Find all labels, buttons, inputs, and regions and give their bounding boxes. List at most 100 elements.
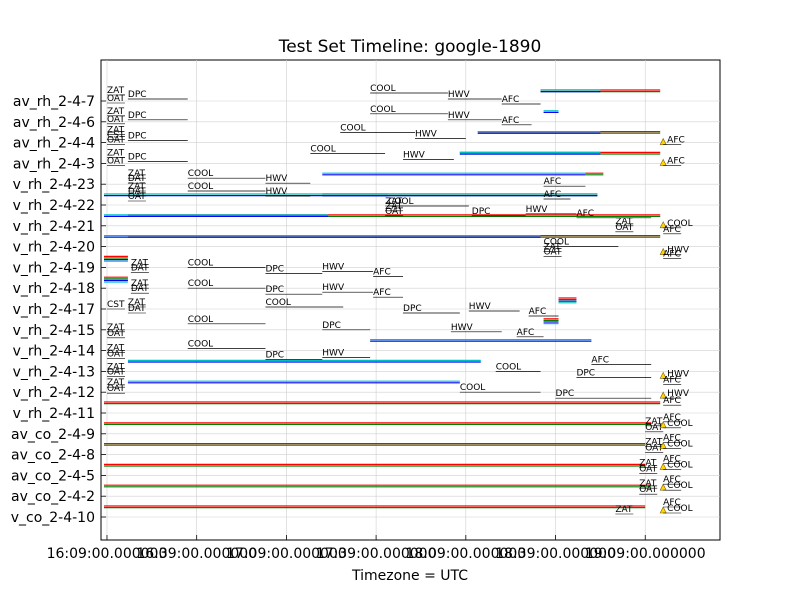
event-label: AFC xyxy=(373,288,391,298)
event-label: AFC xyxy=(663,454,681,464)
event-label: AFC xyxy=(663,413,681,423)
y-tick-label: v_co_2-4-10 xyxy=(11,510,95,526)
event-label: COOL xyxy=(667,460,692,470)
y-tick-label: v_rh_2-4-19 xyxy=(13,260,95,276)
event-label: COOL xyxy=(496,362,521,372)
event-label: OAT xyxy=(639,485,657,495)
event-label: OAT xyxy=(385,207,403,217)
y-axis-ticks: av_rh_2-4-7 av_rh_2-4-6 av_rh_2-4-4 av_rh_2… xyxy=(11,94,106,526)
event-label: DPC xyxy=(128,132,147,142)
event-label: ZAT xyxy=(639,458,657,468)
y-tick-label: v_rh_2-4-20 xyxy=(13,240,95,256)
event-label: AFC xyxy=(663,434,681,444)
event-label: AFC xyxy=(663,250,681,260)
x-tick-label: 16:39:00.000000 xyxy=(136,546,257,562)
event-label: ZAT xyxy=(107,344,125,354)
event-label: OAT xyxy=(107,94,125,104)
event-label: COOL xyxy=(188,258,213,268)
event-label: AFC xyxy=(663,475,681,485)
event-label: ZAT xyxy=(128,169,146,179)
y-tick-label: v_rh_2-4-23 xyxy=(13,177,95,193)
event-label: COOL xyxy=(667,440,692,450)
event-label: HWV xyxy=(667,369,690,379)
event-label: COOL xyxy=(188,279,213,289)
event-label: CST xyxy=(107,131,125,141)
y-tick-label: v_rh_2-4-18 xyxy=(13,281,95,297)
event-label: DPC xyxy=(265,285,284,295)
event-label: OAT xyxy=(107,329,125,339)
event-label: ZAT xyxy=(639,479,657,489)
y-tick-label: v_rh_2-4-22 xyxy=(13,198,95,214)
event-label: ZAT xyxy=(131,258,149,268)
event-label: ZAT xyxy=(107,126,125,136)
event-label: COOL xyxy=(188,182,213,192)
event-label: OAT xyxy=(615,223,633,233)
event-label: OAT xyxy=(544,248,562,258)
event-label: DPC xyxy=(576,368,595,378)
event-label: ZAT xyxy=(107,148,125,158)
event-label: DPC xyxy=(403,304,422,314)
event-label: COOL xyxy=(370,105,395,115)
event-label: OAT xyxy=(639,464,657,474)
y-tick-label: v_rh_2-4-13 xyxy=(13,364,95,380)
event-label: ZAT xyxy=(615,505,633,515)
event-label: COOL xyxy=(388,197,413,207)
y-tick-label: v_rh_2-4-15 xyxy=(13,323,95,339)
event-label: ZAT xyxy=(645,438,663,448)
event-label: OAT xyxy=(107,136,125,146)
y-tick-label: av_co_2-4-8 xyxy=(11,448,95,464)
event-label: COOL xyxy=(340,124,365,134)
y-tick-label: v_rh_2-4-14 xyxy=(13,344,95,360)
event-label: HWV xyxy=(667,389,690,399)
event-label: AFC xyxy=(517,328,535,338)
event-label: HWV xyxy=(448,90,471,100)
event-label: DAT xyxy=(128,187,146,197)
event-label: COOL xyxy=(188,315,213,325)
event-label: AFC xyxy=(544,177,562,187)
event-label: AFC xyxy=(529,307,547,317)
event-label: DPC xyxy=(472,207,491,217)
event-label: ZAT xyxy=(107,362,125,372)
event-label: AFC xyxy=(502,116,520,126)
event-label: ZAT xyxy=(544,243,562,253)
event-label: DPC xyxy=(128,90,147,100)
y-tick-label: v_rh_2-4-11 xyxy=(13,406,95,422)
event-label: ZAT xyxy=(128,298,146,308)
event-label: DAT xyxy=(128,304,146,314)
event-label: ZAT xyxy=(107,378,125,388)
event-label: OAT xyxy=(645,444,663,454)
event-label: COOL xyxy=(310,144,335,154)
event-label: ZAT xyxy=(107,107,125,117)
event-label: COOL xyxy=(667,419,692,429)
y-tick-label: av_co_2-4-9 xyxy=(11,427,95,443)
event-label: OAT xyxy=(107,350,125,360)
event-label: ZAT xyxy=(385,197,403,207)
x-tick-label: 17:09:00.000000 xyxy=(226,546,347,562)
y-tick-label: v_rh_2-4-17 xyxy=(13,302,95,318)
event-label: DPC xyxy=(265,351,284,361)
x-tick-label: 17:39:00.000000 xyxy=(316,546,437,562)
event-label: OAT xyxy=(128,192,146,202)
event-label: OAT xyxy=(107,156,125,166)
x-tick-label: 19:09:00.000000 xyxy=(585,546,706,562)
event-label: HWV xyxy=(322,262,345,272)
event-label: AFC xyxy=(591,356,609,366)
event-label: ZAT xyxy=(645,417,663,427)
timeline-bars xyxy=(103,89,661,509)
event-label: CST xyxy=(107,300,125,310)
event-label: AFC xyxy=(667,156,685,166)
x-tick-label: 18:09:00.000000 xyxy=(405,546,526,562)
event-label: DPC xyxy=(556,389,575,399)
event-label: DAT xyxy=(131,263,149,273)
x-axis-label: Timezone = UTC xyxy=(351,568,468,584)
event-label: DAT xyxy=(128,174,146,184)
event-label: AFC xyxy=(663,375,681,385)
chart-title: Test Set Timeline: google-1890 xyxy=(278,37,542,57)
event-label: ZAT xyxy=(107,86,125,96)
event-label: AFC xyxy=(663,225,681,235)
event-label: HWV xyxy=(415,130,438,140)
event-label: COOL xyxy=(667,219,692,229)
event-label: ZAT xyxy=(128,182,146,192)
event-label: COOL xyxy=(265,298,290,308)
